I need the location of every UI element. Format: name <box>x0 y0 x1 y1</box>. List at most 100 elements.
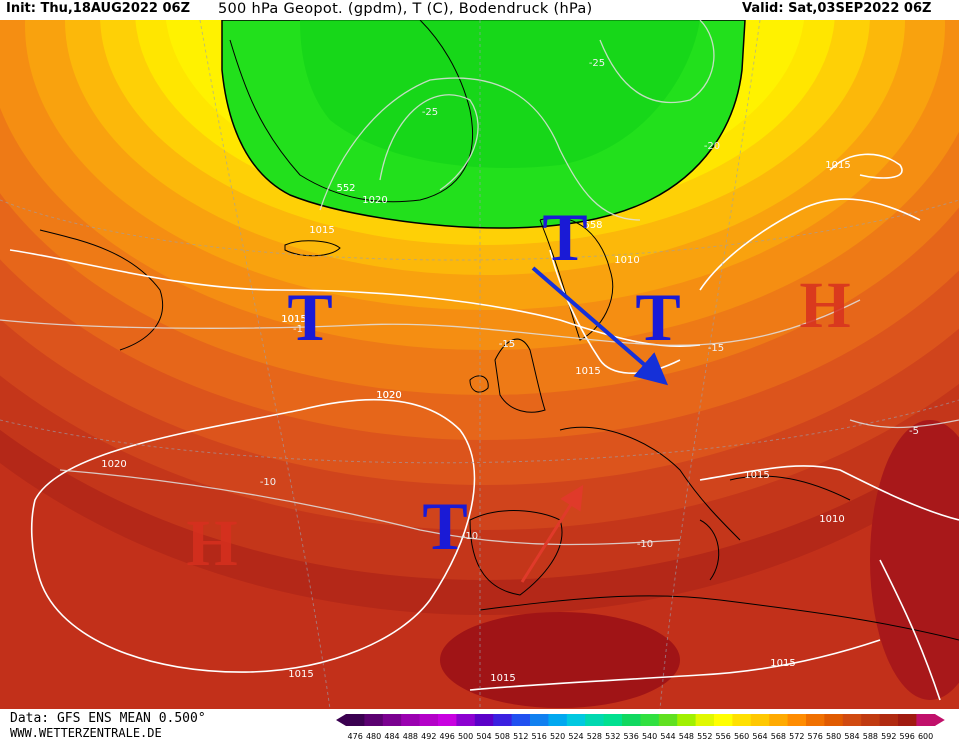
scale-swatch <box>695 714 715 726</box>
valid-time: Valid: Sat,03SEP2022 06Z <box>742 1 932 16</box>
isobar-label: 1015 <box>575 366 600 377</box>
europe-coast <box>559 426 741 541</box>
band-596-east <box>870 420 959 700</box>
scale-tick-label: 516 <box>532 732 547 741</box>
isotherm-25a <box>379 94 479 191</box>
scale-tick-label: 508 <box>495 732 510 741</box>
iberia-coast <box>469 510 563 596</box>
band-540-green <box>300 20 700 168</box>
isobar-label: 1020 <box>101 459 126 470</box>
isobar-label: 1020 <box>376 390 401 401</box>
scale-swatch <box>401 714 421 726</box>
scale-tick-label: 588 <box>863 732 878 741</box>
isobar-label: 1015 <box>744 470 769 481</box>
data-source: Data: GFS ENS MEAN 0.500° <box>10 711 206 726</box>
scale-swatch <box>898 714 917 726</box>
isobar-label: 1020 <box>362 195 387 206</box>
scale-swatch <box>879 714 899 726</box>
scale-swatch <box>842 714 862 726</box>
footer-bar: Data: GFS ENS MEAN 0.500° WWW.WETTERZENT… <box>0 709 959 741</box>
low-pressure-1: T <box>287 279 332 355</box>
scale-swatch <box>438 714 457 726</box>
scale-tick-label: 492 <box>421 732 436 741</box>
scale-tick-label: 528 <box>587 732 602 741</box>
temp-label: -15 <box>499 339 515 350</box>
scale-tick-label: 496 <box>440 732 455 741</box>
isotherms <box>0 20 959 546</box>
scale-swatch <box>493 714 513 726</box>
scale-tick-label: 572 <box>789 732 804 741</box>
greenland-coast <box>229 20 474 203</box>
chart-title: 500 hPa Geopot. (gpdm), T (C), Bodendruc… <box>218 1 593 17</box>
color-scale: 476 480 484 488 492 496 500 504 508 512 516 520 524 5… <box>336 714 945 741</box>
scale-tick-label: 540 <box>642 732 657 741</box>
flow-arrows <box>520 266 669 583</box>
scale-tick-label: 560 <box>734 732 749 741</box>
isobar-1015-ne <box>829 153 903 179</box>
isobar-label: 1015 <box>490 673 515 684</box>
grid-lines <box>0 20 959 709</box>
scale-swatch <box>419 714 439 726</box>
italy-coast <box>699 519 720 581</box>
isobar-label: 1015 <box>281 314 306 325</box>
scale-tick-label: 600 <box>918 732 933 741</box>
scale-tick-label: 480 <box>366 732 381 741</box>
scale-swatch <box>382 714 402 726</box>
scale-swatch <box>824 714 844 726</box>
scale-left-arrow <box>336 714 346 726</box>
scale-swatch <box>346 714 365 726</box>
scale-swatch <box>585 714 605 726</box>
scale-swatch <box>530 714 549 726</box>
scale-swatch <box>861 714 881 726</box>
isotherm-20 <box>319 77 641 221</box>
low-pressure-3: T <box>422 488 467 564</box>
high-pressure-5: H <box>186 507 237 580</box>
isobar-1015-south <box>469 639 881 691</box>
isobar-label: 1015 <box>770 658 795 669</box>
blue-flow-arrow <box>531 266 669 386</box>
scale-tick-label: 544 <box>660 732 675 741</box>
scale-swatch <box>364 714 384 726</box>
scale-tick-label: 476 <box>348 732 363 741</box>
scale-swatch <box>916 714 936 726</box>
band-596-sahara <box>440 612 680 708</box>
isobar-label: 1015 <box>288 669 313 680</box>
scale-swatch <box>603 714 623 726</box>
scale-swatch <box>566 714 586 726</box>
coastlines <box>39 20 959 641</box>
canada-coast <box>39 229 164 351</box>
temp-label: -10 <box>260 477 276 488</box>
temp-label: -15 <box>499 339 515 350</box>
scale-swatch <box>640 714 660 726</box>
scale-swatch <box>714 714 733 726</box>
isobar-label: 1010 <box>819 514 844 525</box>
scale-tick-label: 556 <box>716 732 731 741</box>
scale-tick-label: 592 <box>881 732 896 741</box>
low-pressure-0: T <box>542 199 587 275</box>
geopot-label: 558 <box>583 220 602 231</box>
scale-tick-label: 580 <box>826 732 841 741</box>
scale-tick-label: 596 <box>900 732 915 741</box>
scale-swatch <box>456 714 476 726</box>
temp-label: -1 <box>293 324 303 335</box>
scale-tick-label: 500 <box>458 732 473 741</box>
temp-label: -20 <box>704 141 720 152</box>
scale-swatch <box>769 714 789 726</box>
britain-coast <box>494 338 546 413</box>
scale-tick-label: 504 <box>476 732 491 741</box>
isotherm-5 <box>849 419 959 429</box>
scale-swatch <box>658 714 678 726</box>
iceland-coast <box>284 240 341 257</box>
isobar-label: 1020 <box>376 390 401 401</box>
low-pressure-2: T <box>635 279 680 355</box>
high-pressure-4: H <box>799 269 850 342</box>
isobar-label: 1015 <box>309 225 334 236</box>
site-url: WWW.WETTERZENTRALE.DE <box>10 726 162 740</box>
isobar-1020-atlantic <box>30 398 476 673</box>
geopot-labels: 552 558 <box>336 183 602 231</box>
scale-swatch <box>548 714 568 726</box>
geopotential-bands <box>0 20 959 708</box>
header-bar: Init: Thu,18AUG2022 06Z 500 hPa Geopot. … <box>0 0 959 20</box>
scale-tick-label: 552 <box>697 732 712 741</box>
init-time: Init: Thu,18AUG2022 06Z <box>6 1 191 16</box>
